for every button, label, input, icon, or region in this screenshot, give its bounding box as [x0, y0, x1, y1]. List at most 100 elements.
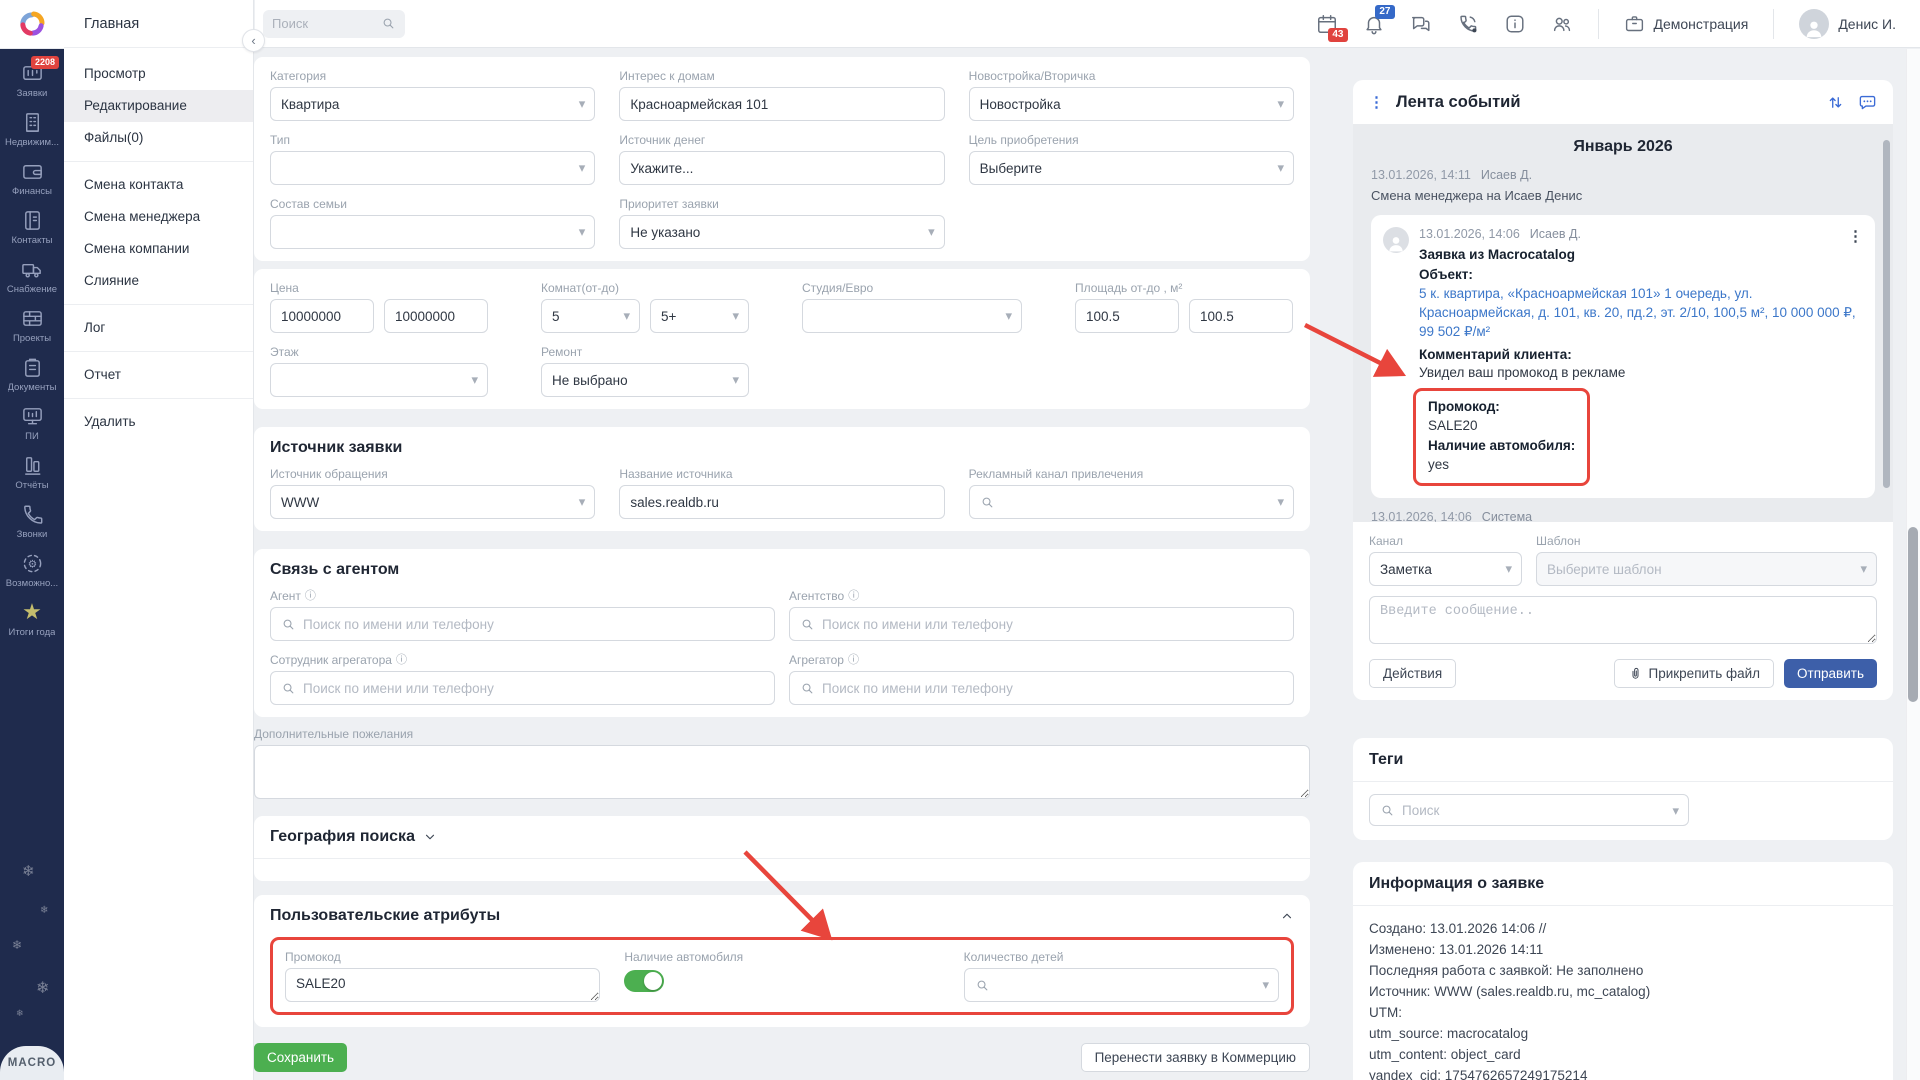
- sidebar-item-projects[interactable]: Проекты: [0, 300, 64, 349]
- priority-select[interactable]: Не указано: [619, 215, 945, 249]
- sidebar-item-reports[interactable]: Отчёты: [0, 447, 64, 496]
- object-link[interactable]: 5 к. квартира, «Красноармейская 101» 1 о…: [1419, 286, 1856, 339]
- transfer-to-commerce-button[interactable]: Перенести заявку в Коммерцию: [1080, 1043, 1310, 1072]
- search-icon: [802, 683, 813, 693]
- messages-button[interactable]: [1410, 13, 1432, 35]
- car-toggle[interactable]: [624, 970, 665, 992]
- submenu-item-delete[interactable]: Удалить: [84, 414, 136, 429]
- notifications-button[interactable]: 27: [1363, 4, 1395, 35]
- event-menu-icon[interactable]: ⋮: [1848, 228, 1863, 245]
- submenu-item-merge[interactable]: Слияние: [84, 273, 139, 288]
- source-select[interactable]: WWW: [270, 485, 596, 519]
- feed-scrollbar[interactable]: [1883, 140, 1890, 488]
- event-text: Смена менеджера на Исаев Денис: [1371, 188, 1583, 203]
- attributes-toggle[interactable]: Пользовательские атрибуты: [270, 907, 1294, 925]
- submenu-item-report[interactable]: Отчет: [84, 367, 121, 382]
- area-to-input[interactable]: [1189, 299, 1293, 333]
- info-button[interactable]: [1504, 13, 1526, 35]
- submenu-item-view[interactable]: Просмотр: [84, 66, 146, 81]
- info-icon: ⓘ: [847, 654, 859, 666]
- message-textarea[interactable]: [1369, 596, 1877, 644]
- price-from-input[interactable]: [270, 299, 374, 333]
- calendar-button[interactable]: 43: [1316, 13, 1348, 42]
- calls-button[interactable]: [1457, 13, 1479, 35]
- area-from-input[interactable]: [1075, 299, 1179, 333]
- aggregator-search[interactable]: [789, 671, 1294, 705]
- newbuild-select[interactable]: Новостройка: [968, 87, 1294, 121]
- report-columns-icon: [19, 453, 45, 477]
- feed-menu-icon[interactable]: ⋮: [1369, 94, 1384, 111]
- comment-icon[interactable]: [1858, 93, 1877, 112]
- promo-input[interactable]: SALE20: [285, 968, 601, 1002]
- attach-file-button[interactable]: Прикрепить файл: [1613, 659, 1775, 688]
- ad-channel-select[interactable]: [968, 485, 1294, 519]
- request-info-card: Информация о заявке Создано: 13.01.2026 …: [1353, 862, 1893, 1080]
- page-scrollbar-thumb[interactable]: [1908, 527, 1918, 702]
- sidebar-item-supply[interactable]: Снабжение: [0, 251, 64, 300]
- repair-select[interactable]: Не выбрано: [541, 363, 749, 397]
- submenu-item-log[interactable]: Лог: [84, 320, 106, 335]
- agent-search[interactable]: [270, 607, 775, 641]
- geography-toggle[interactable]: География поиска: [254, 816, 1310, 859]
- user-menu[interactable]: Денис И.: [1799, 8, 1896, 39]
- family-select[interactable]: [270, 215, 596, 249]
- purpose-select[interactable]: Выберите: [968, 151, 1294, 185]
- calendar-badge: 43: [1328, 27, 1348, 42]
- field-newbuild: Новостройка/Вторичка Новостройка: [968, 69, 1294, 121]
- sidebar-item-year-results[interactable]: ★ Итоги года: [8, 599, 56, 639]
- global-search[interactable]: [263, 9, 405, 38]
- submenu-item-change-company[interactable]: Смена компании: [84, 241, 190, 256]
- save-button[interactable]: Сохранить: [254, 1043, 348, 1072]
- sidebar-item-contacts[interactable]: Контакты: [0, 202, 64, 251]
- comment-label: Комментарий клиента:: [1419, 346, 1572, 362]
- info-line-created: Создано: 13.01.2026 14:06 //: [1369, 921, 1547, 936]
- agency-search-input[interactable]: [822, 616, 1283, 632]
- rooms-to-select[interactable]: 5+: [650, 299, 749, 333]
- sidebar-item-documents[interactable]: Документы: [0, 349, 64, 398]
- aggregator-search-input[interactable]: [822, 680, 1283, 696]
- sidebar-item-requests[interactable]: 2208 Заявки: [0, 55, 64, 104]
- money-source-input[interactable]: [619, 151, 945, 185]
- page-scrollbar[interactable]: [1906, 49, 1920, 1080]
- floor-select[interactable]: [270, 363, 488, 397]
- event-time: 13.01.2026, 14:06: [1371, 509, 1472, 522]
- channel-select[interactable]: Заметка: [1369, 552, 1522, 586]
- children-select[interactable]: [963, 968, 1279, 1002]
- wishes-textarea[interactable]: [254, 745, 1310, 799]
- sidebar-item-pi[interactable]: ПИ: [0, 398, 64, 447]
- sidebar-item-calls[interactable]: Звонки: [0, 496, 64, 545]
- aggregator-employee-search-input[interactable]: [303, 680, 764, 696]
- studio-select[interactable]: [802, 299, 1022, 333]
- tags-search-select[interactable]: Поиск: [1369, 794, 1689, 826]
- promo-value: SALE20: [1428, 418, 1478, 434]
- collapse-submenu-button[interactable]: ‹: [242, 29, 265, 52]
- interest-input[interactable]: [619, 87, 945, 121]
- global-search-input[interactable]: [272, 16, 375, 31]
- field-rooms: Комнат(от-до) 5 5+: [541, 281, 749, 333]
- price-to-input[interactable]: [384, 299, 488, 333]
- category-select[interactable]: Квартира: [270, 87, 596, 121]
- actions-button[interactable]: Действия: [1369, 659, 1457, 688]
- submenu-item-edit[interactable]: Редактирование: [64, 90, 253, 122]
- sidebar-item-realty[interactable]: Недвижим...: [0, 104, 64, 153]
- sidebar-item-opportunities[interactable]: ⚙ Возможно...: [0, 545, 64, 594]
- submenu-item-change-contact[interactable]: Смена контакта: [84, 177, 184, 192]
- type-select[interactable]: [270, 151, 596, 185]
- wishes-label: Дополнительные пожелания: [254, 727, 414, 741]
- sidebar-item-finance[interactable]: Финансы: [0, 153, 64, 202]
- source-name-input[interactable]: [619, 485, 945, 519]
- info-line-utm: UTM:: [1369, 1005, 1402, 1020]
- send-button[interactable]: Отправить: [1784, 659, 1877, 688]
- app-logo[interactable]: [0, 0, 64, 49]
- template-select[interactable]: Выберите шаблон: [1536, 552, 1877, 586]
- sort-icon[interactable]: [1826, 93, 1845, 112]
- submenu-item-files[interactable]: Файлы(0): [84, 130, 144, 145]
- rooms-from-select[interactable]: 5: [541, 299, 640, 333]
- users-button[interactable]: [1551, 13, 1573, 35]
- agent-search-input[interactable]: [303, 616, 764, 632]
- workspace-switcher[interactable]: Демонстрация: [1624, 13, 1748, 34]
- aggregator-employee-search[interactable]: [270, 671, 775, 705]
- event-feed-list[interactable]: Январь 2026 13.01.2026, 14:11 Исаев Д. См…: [1353, 124, 1893, 522]
- agency-search[interactable]: [789, 607, 1294, 641]
- submenu-item-change-manager[interactable]: Смена менеджера: [84, 209, 201, 224]
